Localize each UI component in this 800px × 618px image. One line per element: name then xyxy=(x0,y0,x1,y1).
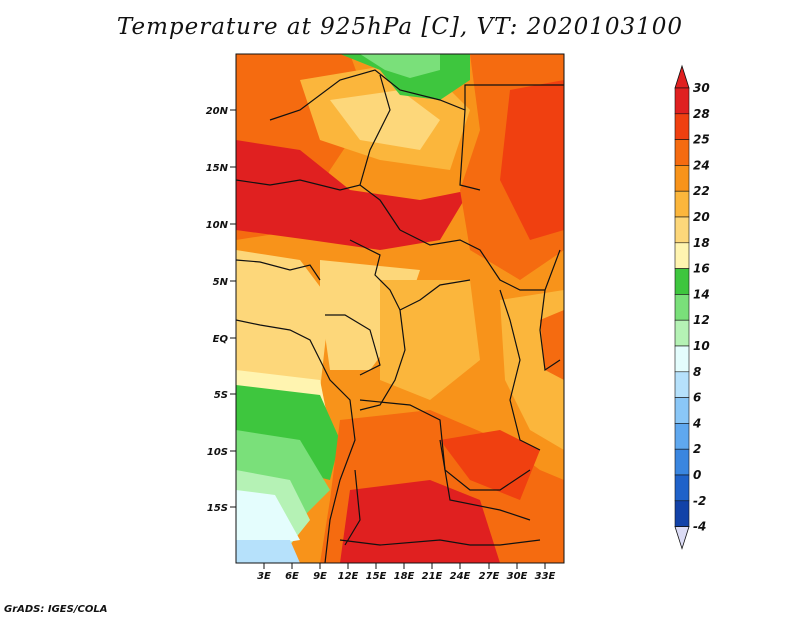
lat-tick: 5S xyxy=(214,390,236,401)
lon-tick-label: 24E xyxy=(450,571,471,582)
colorbar-label: 20 xyxy=(693,210,710,224)
colorbar-label: 4 xyxy=(692,416,701,430)
lat-tick: 20N xyxy=(206,106,236,117)
colorbar-segment xyxy=(674,397,690,424)
credit-footer: GrADS: IGES/COLA xyxy=(4,604,108,615)
colorbar-label: 8 xyxy=(693,365,701,379)
colorbar-segment xyxy=(674,190,690,218)
colorbar-segment xyxy=(674,294,690,321)
colorbar-segment xyxy=(674,448,690,476)
colorbar-label: 25 xyxy=(693,133,710,147)
lat-tick-label: 20N xyxy=(206,106,229,117)
lat-tick: 15S xyxy=(207,503,236,514)
colorbar-label: 30 xyxy=(693,81,710,95)
colorbar-segment xyxy=(674,87,690,115)
colorbar-segment xyxy=(674,113,690,140)
colorbar-label: 0 xyxy=(693,468,701,482)
map-frame xyxy=(235,53,565,564)
lat-tick: 5N xyxy=(213,277,236,288)
colorbar-segment xyxy=(674,139,690,166)
colorbar-label: 10 xyxy=(693,339,710,353)
lat-tick-label: 5S xyxy=(214,390,228,401)
lon-tick-label: 3E xyxy=(257,571,271,582)
colorbar-label: 24 xyxy=(693,158,710,172)
colorbar-segment xyxy=(674,371,690,398)
longitude-axis: 3E 6E 9E 12E 15E 18E 21E 24E 27E 30E 33E xyxy=(257,563,556,582)
colorbar-label: -2 xyxy=(693,494,706,508)
latitude-axis: 20N 15N 10N 5N EQ 5S 10S 15S xyxy=(206,106,236,514)
lat-tick-label: EQ xyxy=(213,334,229,345)
colorbar-segment xyxy=(674,319,690,347)
colorbar-label: 16 xyxy=(693,262,710,276)
colorbar-segment xyxy=(674,242,690,269)
colorbar-segment xyxy=(674,345,690,373)
lon-tick-label: 33E xyxy=(535,571,556,582)
lat-tick: 10S xyxy=(207,447,236,458)
lat-tick-label: 10S xyxy=(207,447,228,458)
lon-tick-label: 30E xyxy=(507,571,528,582)
colorbar-label: 14 xyxy=(693,287,710,301)
colorbar-label: -4 xyxy=(693,520,706,534)
temperature-field xyxy=(236,54,564,563)
lat-tick-label: 15N xyxy=(206,163,229,174)
country-borders xyxy=(236,69,564,563)
colorbar-segment xyxy=(674,165,690,192)
lon-tick-label: 12E xyxy=(338,571,359,582)
colorbar-label: 12 xyxy=(693,313,710,327)
colorbar-segment xyxy=(674,268,690,295)
map-title: Temperature at 925hPa [C], VT: 202010310… xyxy=(116,14,684,40)
colorbar-segment xyxy=(674,423,690,450)
colorbar-label: 2 xyxy=(693,442,701,456)
lon-tick-label: 15E xyxy=(366,571,387,582)
lon-tick-label: 18E xyxy=(394,571,415,582)
lat-tick-label: 10N xyxy=(206,220,229,231)
lat-tick: EQ xyxy=(213,334,236,345)
colorbar-segment xyxy=(674,500,690,527)
colorbar-top-arrow xyxy=(674,64,690,89)
lon-tick-label: 21E xyxy=(422,571,443,582)
colorbar-segment xyxy=(674,474,690,502)
colorbar-label: 6 xyxy=(693,391,701,405)
colorbar-label: 28 xyxy=(693,107,710,121)
lat-tick: 15N xyxy=(206,163,236,174)
lat-tick-label: 5N xyxy=(213,277,229,288)
lat-tick-label: 15S xyxy=(207,503,228,514)
colorbar-segment xyxy=(674,216,690,244)
lon-tick-label: 27E xyxy=(479,571,500,582)
colorbar-label: 22 xyxy=(693,184,710,198)
lat-tick: 10N xyxy=(206,220,236,231)
lon-tick-label: 9E xyxy=(313,571,327,582)
lon-tick-label: 6E xyxy=(285,571,299,582)
colorbar-label: 18 xyxy=(693,236,710,250)
colorbar-bottom-arrow xyxy=(674,526,690,550)
